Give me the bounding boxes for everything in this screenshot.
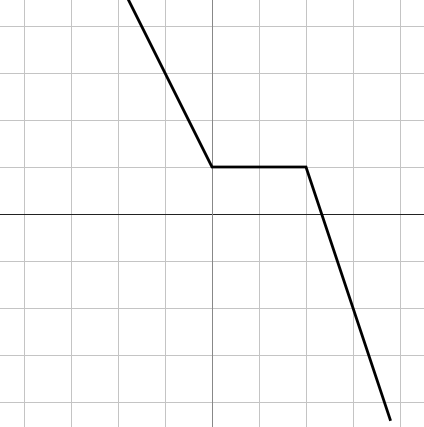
series-line-0 [126, 0, 392, 422]
series-group [126, 0, 392, 422]
